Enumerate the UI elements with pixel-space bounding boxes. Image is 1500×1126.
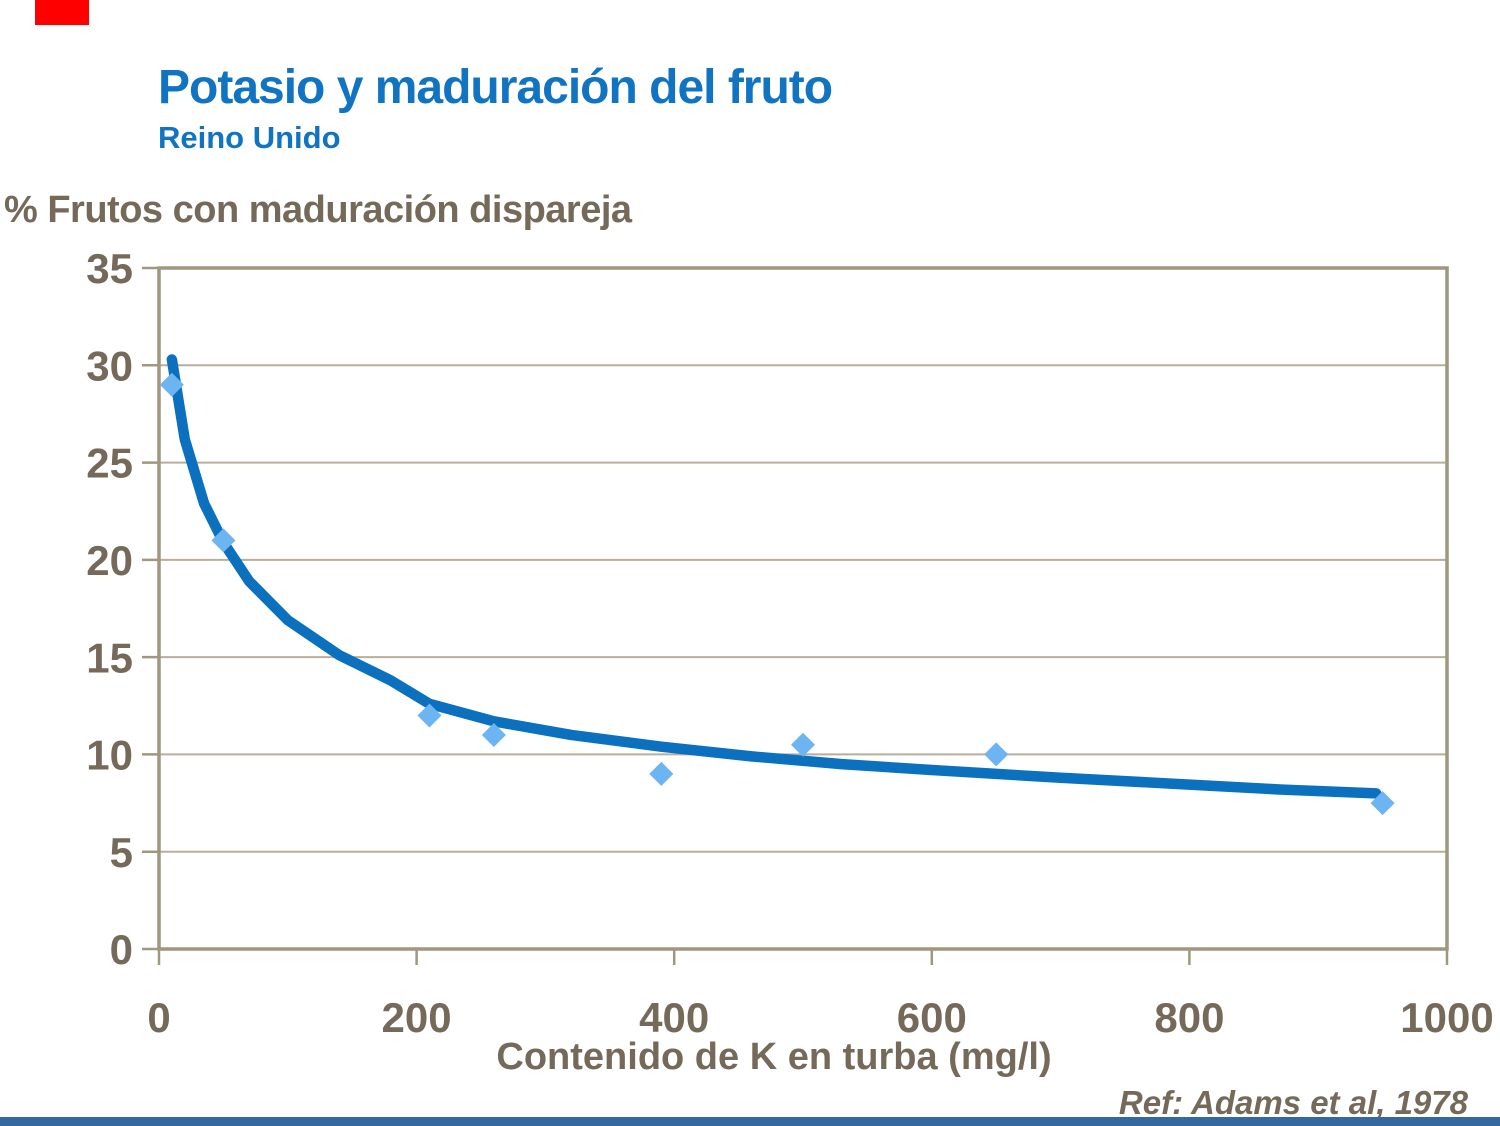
x-axis-title: Contenido de K en turba (mg/l) [496,1036,1052,1078]
reference-citation: Ref: Adams et al, 1978 [1118,1084,1468,1121]
chart-subtitle: Reino Unido [158,120,341,155]
x-tick-label: 200 [382,994,452,1041]
plot-frame [157,266,1449,951]
y-tick-label: 5 [110,829,133,876]
x-tick-label: 0 [147,994,170,1041]
y-tick-label: 35 [86,245,133,292]
data-point-diamond [791,732,815,757]
y-tick-label: 15 [86,634,133,681]
data-point-diamond [649,761,674,786]
y-tick-label: 25 [86,440,133,487]
x-tick-label: 800 [1154,994,1224,1041]
y-tick-label: 30 [86,342,133,389]
red-accent-bar [35,0,89,25]
x-tick-label: 600 [897,994,967,1041]
trend-line [166,354,1382,799]
x-tick-label: 400 [639,994,709,1041]
data-point-diamond [481,722,506,747]
chart-title: Potasio y maduración del fruto [158,61,833,114]
bottom-accent-bar [0,1117,1500,1126]
data-point-diamond [159,372,184,397]
data-point-diamond [417,703,442,728]
data-point-diamond [1370,791,1395,816]
x-tick-label: 1000 [1400,994,1493,1041]
data-point-diamond [211,528,236,553]
data-point-diamond [984,742,1009,767]
y-tick-label: 20 [86,537,133,584]
y-tick-label: 10 [86,732,133,779]
y-axis-title: % Frutos con maduración dispareja [4,189,632,231]
y-tick-label: 0 [110,926,133,973]
